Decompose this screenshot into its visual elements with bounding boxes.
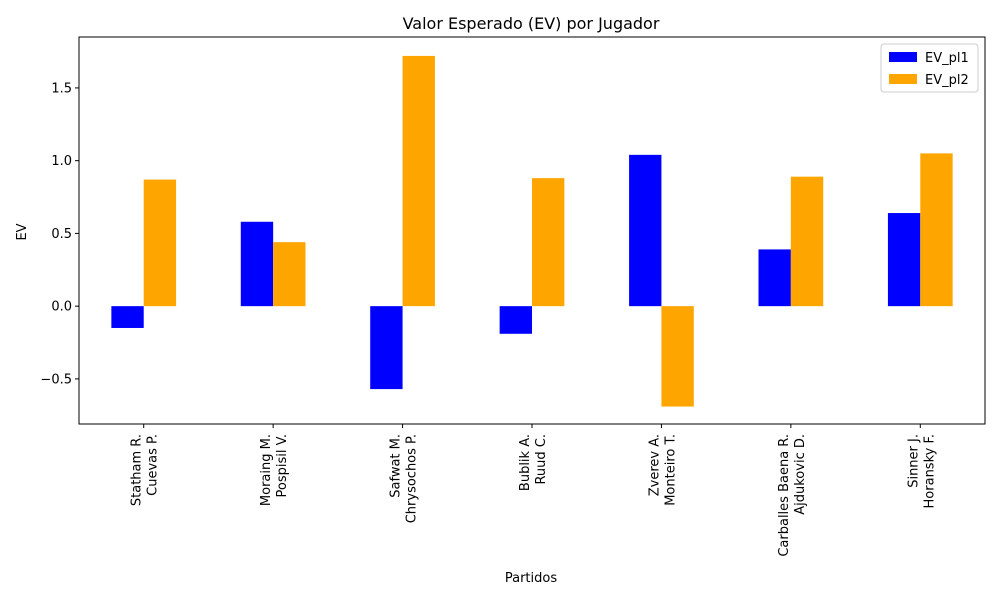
bar-ev-pl2 — [790, 176, 824, 307]
x-tick-label-line: Pospisil V. — [275, 434, 290, 497]
y-axis-label: EV — [15, 223, 30, 240]
x-tick-label: Moraing M.Pospisil V. — [259, 434, 290, 506]
legend-swatch — [889, 52, 917, 62]
bar-ev-pl2 — [532, 178, 565, 307]
x-tick-label-line: Cuevas P. — [146, 434, 161, 496]
legend: EV_pl1 EV_pl2 — [880, 43, 979, 93]
x-tick-label-line: Statham R. — [130, 434, 145, 506]
x-tick-label-line: Horansky F. — [922, 434, 937, 508]
bar-ev-pl2 — [920, 153, 953, 307]
bar-ev-pl2 — [661, 306, 694, 407]
x-axis: Statham R.Cuevas P. Moraing M.Pospisil V.… — [130, 424, 937, 557]
bar-ev-pl1 — [370, 306, 403, 390]
y-tick-label: 1.5 — [51, 81, 72, 96]
chart-title: Valor Esperado (EV) por Jugador — [403, 14, 660, 33]
x-tick-label: Carballes Baena R.Ajdukovic D. — [777, 434, 808, 557]
plot-area — [78, 36, 986, 425]
x-axis-label: Partidos — [505, 571, 557, 586]
x-tick-label-line: Carballes Baena R. — [777, 434, 792, 557]
x-tick-label-line: Ruud C. — [534, 434, 549, 485]
x-tick-label-text: Zverev A.Monteiro T. — [647, 434, 678, 506]
bar-ev-pl1 — [887, 213, 921, 307]
x-tick-label: Sinner J.Horansky F. — [906, 434, 937, 508]
x-tick-label: Safwat M.Chrysochos P. — [389, 434, 420, 523]
legend-label: EV_pl2 — [925, 73, 969, 88]
x-tick-label-line: Bublik A. — [518, 434, 533, 491]
x-tick-label-text: Bublik A.Ruud C. — [518, 434, 549, 491]
x-tick-label: Statham R.Cuevas P. — [130, 434, 161, 506]
bar-ev-pl2 — [273, 242, 306, 307]
x-tick-label-line: Sinner J. — [906, 434, 921, 488]
x-tick-label-text: Safwat M.Chrysochos P. — [389, 434, 420, 523]
x-tick-label-text: Carballes Baena R.Ajdukovic D. — [777, 434, 808, 557]
bar-ev-pl1 — [629, 154, 662, 307]
x-tick-label-text: Sinner J.Horansky F. — [906, 434, 937, 508]
x-tick-label-text: Moraing M.Pospisil V. — [259, 434, 290, 506]
legend-swatch — [889, 74, 917, 84]
x-tick-label-line: Ajdukovic D. — [793, 434, 808, 515]
x-tick-label: Zverev A.Monteiro T. — [647, 434, 678, 506]
y-tick-label: −0.5 — [40, 372, 72, 387]
bar-ev-pl1 — [240, 221, 274, 307]
x-tick-label-line: Safwat M. — [389, 434, 404, 498]
x-tick-label: Bublik A.Ruud C. — [518, 434, 549, 491]
x-tick-label-line: Chrysochos P. — [405, 434, 420, 523]
y-tick-label: 0.0 — [51, 300, 72, 315]
y-axis: −0.5 0.0 0.5 1.0 1.5 — [40, 81, 79, 387]
y-tick-label: 0.5 — [51, 227, 72, 242]
bar-ev-pl1 — [111, 306, 144, 328]
bar-ev-pl1 — [758, 249, 791, 307]
x-tick-label-line: Moraing M. — [259, 434, 274, 506]
bar-ev-pl1 — [499, 306, 532, 334]
legend-label: EV_pl1 — [925, 51, 969, 66]
x-tick-label-text: Statham R.Cuevas P. — [130, 434, 161, 506]
x-tick-label-line: Monteiro T. — [663, 434, 678, 506]
y-tick-label: 1.0 — [51, 154, 72, 169]
x-tick-label-line: Zverev A. — [647, 434, 662, 496]
bar-ev-pl2 — [143, 179, 177, 307]
bar-ev-pl2 — [402, 55, 435, 307]
